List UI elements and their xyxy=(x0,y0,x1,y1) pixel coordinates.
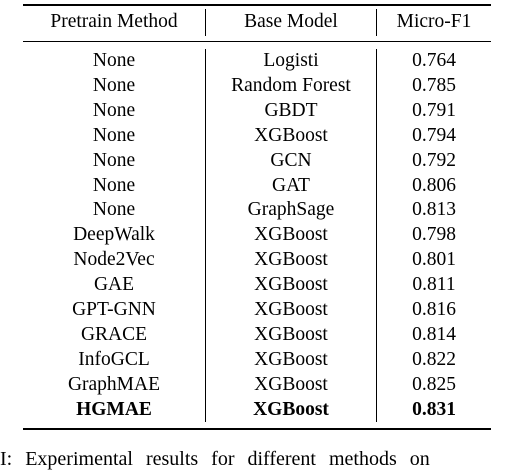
row-micro-f1: 0.794 xyxy=(412,124,456,146)
table-caption: I: Experimental results for different me… xyxy=(0,448,430,470)
row-base-model: Logisti xyxy=(263,50,319,71)
row-pretrain-method: GAE xyxy=(93,274,135,296)
row-pretrain-method: GRACE xyxy=(80,323,148,345)
row-base-model: GBDT xyxy=(264,99,318,121)
row-base-model: XGBoost xyxy=(254,373,328,395)
row-pretrain-method: None xyxy=(92,124,136,146)
row-pretrain-method: HGMAE xyxy=(76,398,152,420)
row-pretrain-method: None xyxy=(92,149,136,171)
row-micro-f1: 0.801 xyxy=(412,249,456,271)
row-micro-f1: 0.785 xyxy=(412,74,456,96)
row-micro-f1: 0.791 xyxy=(412,99,456,121)
row-micro-f1: 0.814 xyxy=(412,323,456,345)
row-base-model: Random Forest xyxy=(231,74,351,96)
row-micro-f1: 0.792 xyxy=(412,149,456,171)
row-micro-f1: 0.811 xyxy=(412,274,456,296)
row-pretrain-method: None xyxy=(92,99,136,121)
row-pretrain-method: None xyxy=(92,50,136,71)
row-micro-f1: 0.798 xyxy=(412,224,456,246)
row-micro-f1: 0.813 xyxy=(412,199,456,221)
body-divider-2 xyxy=(376,49,377,422)
row-pretrain-method: GraphMAE xyxy=(67,373,161,395)
header-divider-2 xyxy=(376,9,377,36)
row-base-model: XGBoost xyxy=(254,124,328,146)
header-divider-1 xyxy=(205,9,206,36)
row-pretrain-method: None xyxy=(92,74,136,96)
row-base-model: XGBoost xyxy=(253,398,329,420)
row-pretrain-method: None xyxy=(92,174,136,196)
row-pretrain-method: Node2Vec xyxy=(73,249,155,271)
row-base-model: XGBoost xyxy=(254,323,328,345)
top-rule xyxy=(23,4,491,6)
row-base-model: XGBoost xyxy=(254,299,328,320)
row-base-model: XGBoost xyxy=(254,348,328,370)
row-base-model: XGBoost xyxy=(254,224,328,246)
row-base-model: XGBoost xyxy=(254,249,328,271)
row-micro-f1: 0.831 xyxy=(412,398,456,420)
row-pretrain-method: InfoGCL xyxy=(78,348,150,370)
row-micro-f1: 0.825 xyxy=(412,373,456,395)
header-pretrain-method: Pretrain Method xyxy=(50,11,178,32)
row-pretrain-method: GPT-GNN xyxy=(72,299,156,320)
header-micro-f1: Micro-F1 xyxy=(396,11,472,32)
header-rule xyxy=(23,41,491,42)
row-micro-f1: 0.822 xyxy=(412,348,456,370)
row-pretrain-method: DeepWalk xyxy=(73,224,155,246)
header-base-model: Base Model xyxy=(244,11,338,32)
row-micro-f1: 0.806 xyxy=(412,174,456,196)
row-base-model: XGBoost xyxy=(254,274,328,296)
bottom-rule xyxy=(23,428,491,430)
row-base-model: GAT xyxy=(272,174,310,196)
row-micro-f1: 0.816 xyxy=(412,299,456,320)
row-pretrain-method: None xyxy=(92,199,136,221)
row-base-model: GCN xyxy=(270,149,312,171)
row-base-model: GraphSage xyxy=(247,199,335,221)
body-divider-1 xyxy=(205,49,206,422)
row-micro-f1: 0.764 xyxy=(412,50,456,71)
